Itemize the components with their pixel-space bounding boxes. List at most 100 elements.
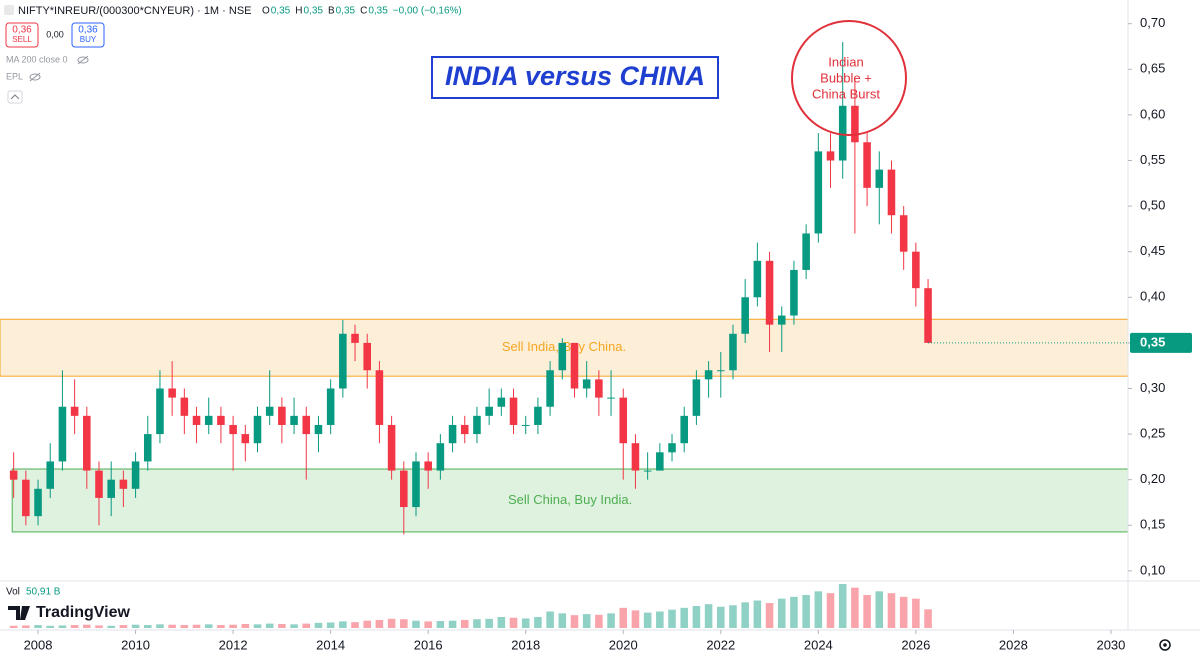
volume-bars bbox=[9, 584, 932, 628]
sell-price: 0,36 bbox=[12, 25, 32, 36]
candle-body bbox=[521, 424, 530, 426]
candle-body bbox=[278, 406, 286, 425]
candle-body bbox=[485, 406, 493, 416]
candle-body bbox=[424, 461, 432, 471]
visibility-icons bbox=[29, 55, 89, 82]
collapse-button[interactable] bbox=[7, 90, 23, 104]
volume-bar bbox=[546, 611, 554, 628]
candle-body bbox=[143, 434, 152, 462]
volume-bar bbox=[899, 596, 908, 628]
candle-body bbox=[217, 415, 225, 425]
candle-body bbox=[692, 379, 701, 416]
candle-body bbox=[887, 169, 896, 216]
candle-body bbox=[387, 424, 396, 471]
zone-label: Sell China, Buy India. bbox=[508, 492, 632, 507]
indicator[interactable]: MA 200 close 0 bbox=[6, 54, 68, 64]
candle-body bbox=[326, 388, 335, 425]
y-tick-label: 0,10 bbox=[1140, 562, 1165, 577]
volume-bar bbox=[168, 624, 176, 628]
candle-body bbox=[131, 461, 140, 489]
volume-bar bbox=[363, 620, 372, 628]
volume-bar bbox=[387, 618, 396, 628]
candle-body bbox=[314, 424, 323, 435]
candle-body bbox=[729, 333, 737, 371]
volume-bar bbox=[790, 596, 798, 628]
candle-body bbox=[119, 479, 128, 489]
candle-body bbox=[156, 388, 164, 435]
candle-body bbox=[765, 260, 774, 325]
volume-bar bbox=[912, 598, 920, 628]
volume-bar bbox=[375, 619, 384, 628]
candle-body bbox=[899, 215, 908, 252]
buy-button[interactable] bbox=[71, 22, 105, 48]
volume-bar bbox=[460, 619, 469, 628]
volume-bar bbox=[180, 625, 189, 628]
candles bbox=[9, 41, 932, 535]
ohlc-item: 0,35 bbox=[303, 6, 323, 17]
ohlc-item: B bbox=[328, 6, 335, 17]
callout-text: Bubble + bbox=[820, 70, 872, 85]
volume-bar bbox=[753, 600, 762, 628]
y-tick-label: 0,55 bbox=[1140, 152, 1165, 167]
volume-value: 50,91 B bbox=[26, 587, 61, 598]
callout-text: China Burst bbox=[812, 86, 880, 101]
symbol-icon bbox=[4, 5, 14, 15]
volume-bar bbox=[838, 584, 847, 628]
volume-bar bbox=[509, 617, 518, 628]
candle-body bbox=[838, 105, 847, 161]
candle-body bbox=[9, 470, 18, 480]
buy-price: 0,36 bbox=[78, 25, 98, 36]
volume-bar bbox=[436, 621, 445, 628]
settings-icon[interactable] bbox=[1159, 639, 1171, 651]
volume-bar bbox=[22, 625, 30, 628]
y-tick-label: 0,20 bbox=[1140, 471, 1165, 486]
candle-body bbox=[668, 443, 676, 453]
candle-body bbox=[790, 269, 798, 316]
candle-body bbox=[107, 479, 115, 498]
ohlc-item: 0,35 bbox=[368, 6, 388, 17]
candle-body bbox=[400, 470, 408, 508]
y-tick-label: 0,65 bbox=[1140, 61, 1165, 76]
indicator[interactable]: EPL bbox=[6, 71, 23, 81]
y-tick-label: 0,40 bbox=[1140, 289, 1165, 304]
volume-bar bbox=[631, 610, 640, 628]
volume-bar bbox=[802, 595, 810, 628]
candle-body bbox=[741, 297, 749, 334]
candle-body bbox=[204, 415, 213, 425]
volume-bar bbox=[473, 619, 481, 628]
volume-bar bbox=[143, 625, 152, 628]
volume-bar bbox=[302, 623, 311, 628]
sell-button[interactable] bbox=[5, 22, 39, 48]
candle-body bbox=[229, 424, 237, 435]
volume-bar bbox=[534, 617, 542, 628]
candle-body bbox=[875, 169, 884, 188]
candle-body bbox=[497, 397, 506, 407]
last-price-label: 0,35 bbox=[1140, 334, 1165, 349]
y-tick-label: 0,30 bbox=[1140, 380, 1165, 395]
candle-body bbox=[619, 397, 628, 444]
ohlc-item: H bbox=[295, 6, 302, 17]
volume-bar bbox=[497, 617, 506, 628]
sell-label: SELL bbox=[12, 35, 32, 44]
volume-bar bbox=[887, 593, 896, 628]
title-box bbox=[431, 56, 719, 99]
volume-bar bbox=[729, 605, 737, 628]
candle-body bbox=[570, 342, 579, 389]
volume-bar bbox=[765, 603, 774, 628]
candle-body bbox=[473, 415, 481, 435]
volume-bar bbox=[607, 613, 615, 628]
candle-body bbox=[83, 415, 91, 471]
callout-text: Indian bbox=[828, 54, 863, 69]
volume-bar bbox=[643, 612, 652, 628]
volume-bar bbox=[485, 618, 493, 628]
volume-bar bbox=[741, 602, 749, 628]
symbol[interactable]: NIFTY*INREUR/(000300*CNYEUR) · 1M · NSE bbox=[18, 5, 252, 17]
candle-body bbox=[924, 288, 932, 343]
candle-body bbox=[704, 370, 713, 380]
ohlc-item: O bbox=[262, 6, 270, 17]
candle-body bbox=[253, 415, 262, 444]
x-tick-label: 2016 bbox=[414, 637, 443, 652]
candle-body bbox=[46, 461, 55, 489]
candle-body bbox=[436, 443, 445, 471]
volume-bar bbox=[826, 593, 835, 628]
